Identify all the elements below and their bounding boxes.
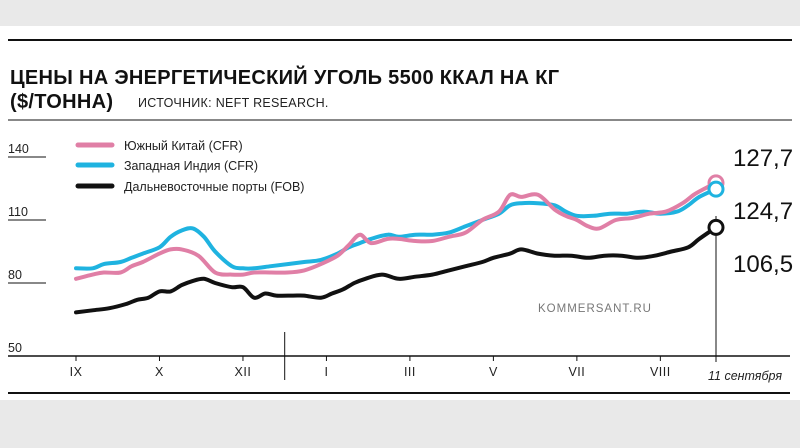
y-tick-label-140: 140 xyxy=(8,142,29,156)
marker-layer xyxy=(707,174,725,236)
x-tick-label-4.5: I xyxy=(324,365,328,379)
x-tick-label-3: XII xyxy=(235,365,252,379)
y-tick-label-110: 110 xyxy=(8,205,28,219)
legend-label-west-india: Западная Индия (CFR) xyxy=(124,159,258,173)
chart: ЦЕНЫ НА ЭНЕРГЕТИЧЕСКИЙ УГОЛЬ 5500 ККАЛ Н… xyxy=(8,39,793,394)
x-tick-label-9: VII xyxy=(568,365,585,379)
series-layer xyxy=(74,180,718,315)
end-label-west-india: 124,7 xyxy=(733,198,793,225)
series-line-far-east xyxy=(74,225,718,315)
chart-credit: KOMMERSANT.RU xyxy=(538,303,652,315)
end-marker-far-east xyxy=(707,218,725,236)
end-marker-west-india xyxy=(707,180,725,198)
series-line-south-china xyxy=(74,180,718,281)
x-tick-label-10.5: VIII xyxy=(650,365,671,379)
y-tick-label-50: 50 xyxy=(8,341,22,355)
chart-source: ИСТОЧНИК: NEFT RESEARCH. xyxy=(138,96,329,110)
y-tick-label-80: 80 xyxy=(8,268,22,282)
legend-label-far-east: Дальневосточные порты (FOB) xyxy=(124,180,304,194)
legend: Южный Китай (CFR) Западная Индия (CFR) Д… xyxy=(75,139,304,194)
legend-label-south-china: Южный Китай (CFR) xyxy=(124,139,243,153)
x-tick-label-11.5: 11 сентября xyxy=(708,369,782,383)
x-tick-label-6: III xyxy=(404,365,416,379)
series-line-west-india xyxy=(74,187,718,271)
end-label-south-china: 127,7 xyxy=(733,145,793,172)
end-label-far-east: 106,5 xyxy=(733,251,793,278)
x-tick-label-0: IX xyxy=(70,365,83,379)
x-tick-label-1.5: X xyxy=(155,365,164,379)
chart-title-line1: ЦЕНЫ НА ЭНЕРГЕТИЧЕСКИЙ УГОЛЬ 5500 ККАЛ Н… xyxy=(10,65,559,89)
chart-title-line2: ($/ТОННА) xyxy=(10,91,113,113)
chart-card: ЦЕНЫ НА ЭНЕРГЕТИЧЕСКИЙ УГОЛЬ 5500 ККАЛ Н… xyxy=(0,26,800,400)
x-tick-label-7.5: V xyxy=(489,365,498,379)
